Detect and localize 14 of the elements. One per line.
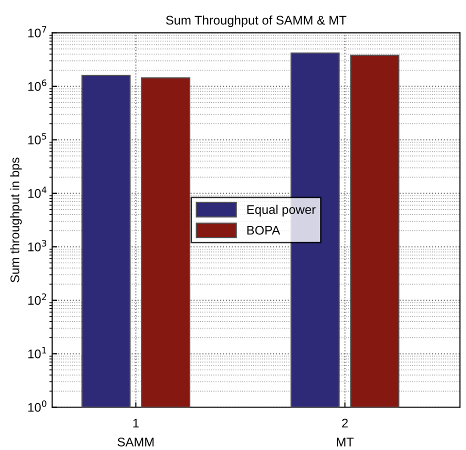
y-tick-label: 10$^{6}$ (28, 79, 46, 91)
y-tick-label: 10$^{7}$ (28, 26, 46, 38)
y-tick-label: 10$^{1}$ (28, 347, 46, 358)
y-tick-label: 10$^{5}$ (28, 133, 46, 144)
chart-title: Sum Throughput of SAMM & MT (166, 15, 346, 28)
y-tick-label: 10$^{3}$ (28, 240, 46, 252)
legend-label: Equal power (247, 204, 316, 216)
y-tick-label: 10$^{4}$ (28, 186, 46, 198)
y-tick-label: 10$^{0}$ (28, 400, 46, 412)
y-axis-title: Sum throughput in bps (10, 158, 22, 282)
legend-label: BOPA (247, 226, 280, 235)
y-tick-label: 10$^{2}$ (28, 293, 46, 305)
x-tick-label: 2 MT (336, 418, 354, 446)
x-tick-label: 1 SAMM (118, 418, 154, 446)
